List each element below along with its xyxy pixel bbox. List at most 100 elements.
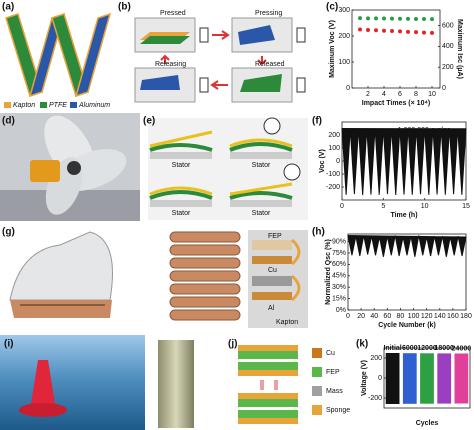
panel-label: (f) bbox=[312, 116, 322, 127]
bar bbox=[437, 353, 452, 404]
legend-label: Cu bbox=[326, 350, 335, 357]
legend-label: Mass bbox=[326, 388, 343, 395]
stator-label: Stator bbox=[172, 162, 191, 169]
x-tick-label: 5 bbox=[381, 203, 385, 210]
stator-label: Stator bbox=[252, 162, 271, 169]
y-tick-label: -200 bbox=[368, 395, 382, 402]
signal-band bbox=[347, 235, 467, 257]
data-point bbox=[406, 29, 410, 34]
panel-label: (g) bbox=[2, 227, 15, 238]
y-tick-label: -100 bbox=[326, 171, 340, 178]
category-label: 18000 bbox=[434, 345, 454, 352]
category-label: 12000 bbox=[417, 345, 437, 352]
x-tick-label: 120 bbox=[421, 313, 433, 320]
layer-label: Kapton bbox=[276, 319, 298, 326]
stator-label: Stator bbox=[252, 210, 271, 217]
layer-label: Cu bbox=[268, 267, 277, 274]
y-tick-label: 75% bbox=[332, 250, 346, 257]
x-axis-label: Impact Times (× 10⁴) bbox=[362, 100, 431, 107]
signal-band bbox=[341, 127, 467, 196]
y-tick-label: 100 bbox=[328, 145, 340, 152]
legend-label: Aluminum bbox=[78, 102, 110, 109]
data-point bbox=[430, 30, 434, 35]
panel-label: (c) bbox=[326, 2, 338, 13]
y-tick-label: 200 bbox=[338, 33, 350, 40]
x-tick-label: 80 bbox=[397, 313, 405, 320]
y-tick-label: 300 bbox=[338, 7, 350, 14]
stator-diagram bbox=[148, 117, 308, 220]
panel-label: (i) bbox=[4, 339, 13, 350]
y2-tick-label: 600 bbox=[442, 22, 454, 29]
x-tick-label: 40 bbox=[370, 313, 378, 320]
data-point bbox=[366, 28, 370, 33]
y-axis-label: Normalized Qsc (%) bbox=[325, 239, 332, 305]
y-axis-label: Voltage (V) bbox=[361, 360, 368, 396]
data-point bbox=[422, 17, 426, 22]
data-point bbox=[414, 30, 418, 35]
bar bbox=[385, 353, 400, 404]
panel-label: (b) bbox=[118, 2, 131, 13]
y2-tick-label: 0 bbox=[442, 85, 446, 92]
data-point bbox=[414, 16, 418, 21]
x-tick-label: 10 bbox=[421, 203, 429, 210]
x-tick-label: 4 bbox=[382, 91, 386, 98]
y-tick-label: 15% bbox=[332, 295, 346, 302]
data-point bbox=[390, 16, 394, 21]
x-axis-label: Time (h) bbox=[390, 212, 417, 219]
x-tick-label: 20 bbox=[357, 313, 365, 320]
y-tick-label: -200 bbox=[326, 184, 340, 191]
x-tick-label: 160 bbox=[447, 313, 459, 320]
data-point bbox=[358, 16, 362, 21]
data-point bbox=[398, 16, 402, 21]
category-label: 6000 bbox=[402, 345, 418, 352]
y-tick-label: 45% bbox=[332, 273, 346, 280]
data-point bbox=[398, 29, 402, 34]
x-tick-label: 140 bbox=[434, 313, 446, 320]
state-label: Released bbox=[255, 61, 285, 68]
data-point bbox=[374, 28, 378, 33]
x-tick-label: 6 bbox=[398, 91, 402, 98]
x-tick-label: 100 bbox=[408, 313, 420, 320]
shoe-drawing bbox=[9, 230, 308, 328]
panel-label: (k) bbox=[356, 339, 368, 350]
legend-label: Kapton bbox=[13, 102, 35, 109]
stack-diagram bbox=[238, 345, 322, 424]
y-tick-label: 90% bbox=[332, 238, 346, 245]
panel-label: (d) bbox=[2, 116, 15, 127]
y-tick-label: 0% bbox=[336, 307, 346, 314]
y-tick-label: 60% bbox=[332, 261, 346, 268]
wind-photo bbox=[0, 113, 140, 221]
y-axis-label: Voc (V) bbox=[319, 149, 326, 173]
y-tick-label: 100 bbox=[338, 59, 350, 66]
mechanism-diagram bbox=[134, 17, 306, 103]
buoy-photo bbox=[0, 335, 205, 430]
y-tick-label: 200 bbox=[370, 355, 382, 362]
legend-label: Sponge bbox=[326, 407, 350, 414]
legend-label: FEP bbox=[326, 369, 340, 376]
category-label: Initial bbox=[383, 345, 401, 352]
panel-label: (h) bbox=[312, 227, 325, 238]
y-tick-label: 0 bbox=[336, 158, 340, 165]
state-label: Releasing bbox=[155, 61, 186, 68]
x-tick-label: 15 bbox=[462, 203, 470, 210]
legend-label: PTFE bbox=[49, 102, 67, 109]
data-point bbox=[422, 30, 426, 35]
x-tick-label: 0 bbox=[346, 313, 350, 320]
x-tick-label: 8 bbox=[414, 91, 418, 98]
state-label: Pressing bbox=[255, 10, 282, 17]
data-point bbox=[382, 16, 386, 21]
data-point bbox=[406, 16, 410, 21]
data-point bbox=[358, 27, 362, 32]
bar bbox=[420, 353, 434, 404]
layer-label: Al bbox=[268, 305, 275, 312]
x-tick-label: 180 bbox=[460, 313, 472, 320]
x-axis-label: Cycle Number (k) bbox=[378, 322, 436, 329]
layer-label: FEP bbox=[268, 233, 282, 240]
category-label: 24000 bbox=[452, 345, 472, 352]
panel-label: (j) bbox=[228, 339, 237, 350]
data-point bbox=[430, 17, 434, 22]
y-tick-label: 0 bbox=[346, 85, 350, 92]
data-point bbox=[390, 29, 394, 34]
bar bbox=[402, 353, 417, 404]
